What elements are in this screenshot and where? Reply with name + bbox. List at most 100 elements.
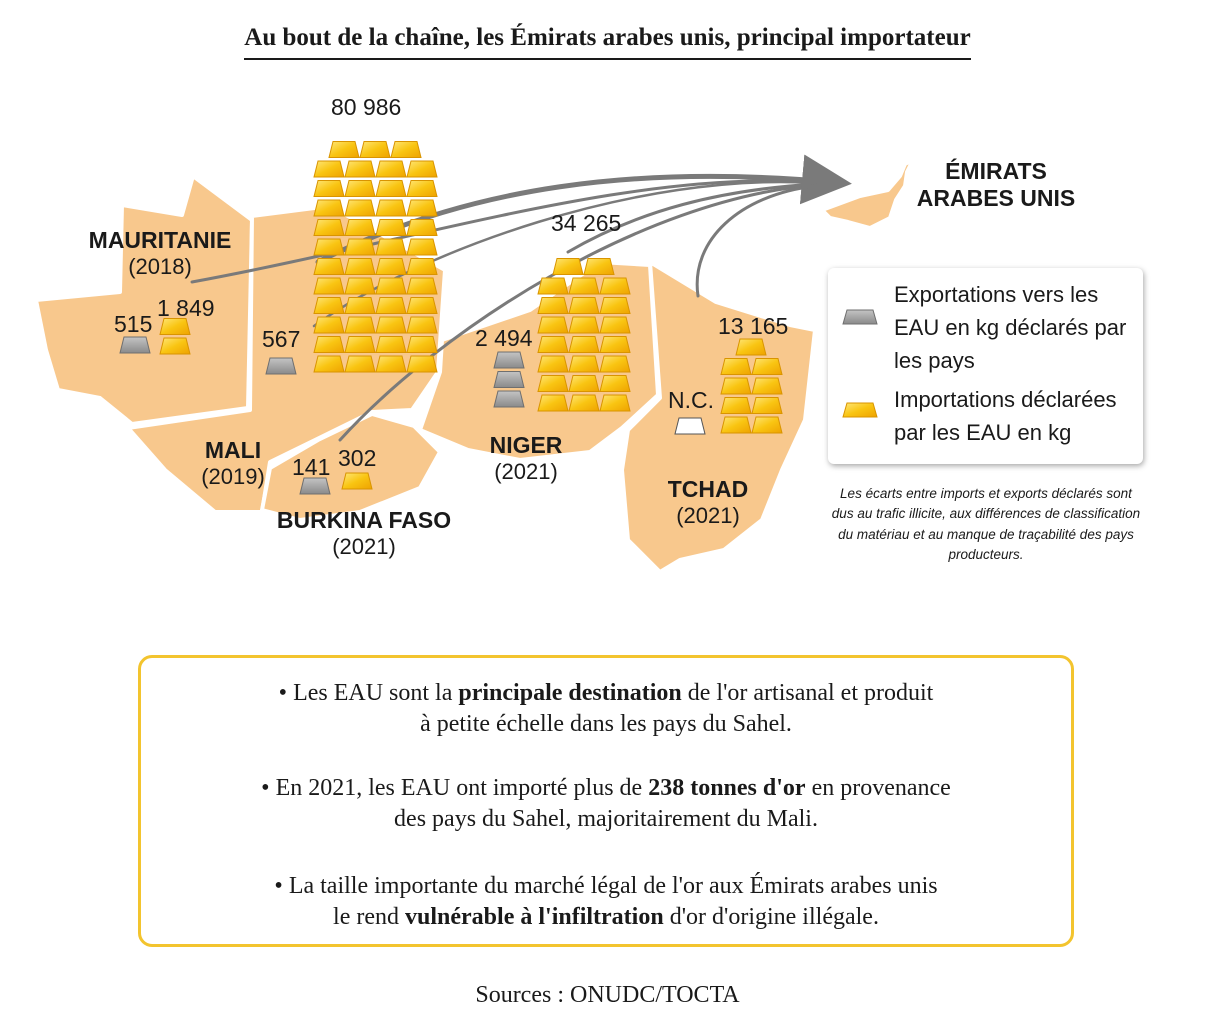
gold-bar-mali — [375, 316, 407, 334]
gold-bar-mali — [313, 238, 345, 256]
gold-bar-tchad — [751, 358, 783, 375]
gold-bar-mali — [375, 180, 407, 197]
gold-bar-mali — [313, 316, 345, 334]
gold-bar-niger — [568, 375, 600, 392]
gold-bar-niger — [599, 297, 631, 314]
fact-2-highlight: 238 tonnes d'or — [648, 775, 806, 801]
gold-bar-mali — [375, 297, 407, 314]
value-imports-burkina: 302 — [338, 445, 377, 471]
gold-bar-mali — [375, 258, 407, 275]
flow-arrow-niger — [566, 182, 817, 254]
gold-bar-mali — [406, 355, 438, 373]
gold-bar-niger — [552, 258, 584, 275]
destination-name-line2: ARABES UNIS — [916, 185, 1076, 212]
legend-exports-label: Exportations vers les EAU en kg déclarés… — [894, 282, 1127, 373]
gold-bar-niger — [599, 394, 631, 412]
country-name-mauritanie: MAURITANIE — [88, 227, 232, 253]
gold-bar-mali — [375, 238, 407, 256]
gold-bar-mali — [313, 160, 345, 178]
gold-bar-mali — [375, 336, 407, 353]
gold-bar-mali — [344, 219, 376, 236]
fact-2-line2: des pays du Sahel, majoritairement du Ma… — [394, 806, 818, 833]
gold-bar-niger — [568, 336, 600, 353]
empty-bar-tchad — [674, 417, 706, 435]
silver-bar-niger — [493, 351, 525, 369]
sources: Sources : ONUDC/TOCTA — [475, 982, 740, 1008]
gold-bar-mali — [313, 336, 345, 353]
label-destination: ÉMIRATS ARABES UNIS — [905, 158, 1087, 212]
gold-bar-mali — [375, 355, 407, 373]
gold-bar-mali — [344, 258, 376, 275]
fact-3-line2-start: le rend — [333, 904, 406, 931]
label-mauritanie: MAURITANIE (2018) — [78, 227, 242, 280]
fact-1-highlight: principale destination — [458, 680, 682, 706]
value-imports-niger: 34 265 — [551, 210, 622, 236]
country-name-mali: MALI — [204, 437, 262, 463]
gold-bar-niger — [599, 277, 631, 295]
year-burkina: (2021) — [332, 534, 396, 560]
fact-1-text-end: de l'or artisanal et produit — [681, 680, 934, 706]
gold-bar-mali — [375, 219, 407, 236]
gold-bar-mali — [406, 336, 438, 353]
gold-bar-mali — [313, 199, 345, 217]
gold-bar-mali — [406, 297, 438, 314]
mauritania-shape — [34, 174, 254, 426]
flow-arrow-burkina — [338, 183, 817, 442]
gold-bar-mali — [406, 258, 438, 275]
destination-name-line1: ÉMIRATS — [945, 158, 1047, 184]
gold-bar-mali — [375, 199, 407, 217]
value-imports-mali: 80 986 — [331, 94, 402, 120]
gold-bar-mali — [375, 160, 407, 178]
year-mauritanie: (2018) — [128, 254, 192, 280]
gold-bar-tchad — [720, 416, 752, 434]
gold-bar-niger — [599, 375, 631, 392]
gold-bar-mali — [344, 199, 376, 217]
gold-bar-mali — [313, 297, 345, 314]
chart-title: Au bout de la chaîne, les Émirats arabes… — [0, 24, 1215, 60]
gold-bar-niger — [568, 297, 600, 314]
value-exports-mali: 567 — [262, 326, 301, 352]
legend: Exportations vers les EAU en kg déclarés… — [828, 268, 1143, 464]
gold-bar-mali — [344, 316, 376, 334]
footnote: Les écarts entre imports et exports décl… — [831, 486, 1141, 562]
gold-bar-mali — [406, 160, 438, 178]
legend-exports: Exportations vers les EAU en kg déclarés… — [842, 278, 1134, 377]
gold-bar-niger — [537, 277, 569, 295]
gold-bar-niger — [568, 277, 600, 295]
fact-3-text: • La taille importante du marché légal d… — [274, 873, 938, 899]
gold-bar-niger — [537, 336, 569, 353]
gold-bar-niger — [583, 258, 615, 275]
key-facts-box: • Les EAU sont la principale destination… — [138, 655, 1074, 947]
silver-bar-burkina — [299, 477, 331, 495]
gold-bar-niger — [599, 336, 631, 353]
gold-bar-mali — [406, 277, 438, 295]
gold-bar-tchad — [751, 397, 783, 414]
value-imports-tchad: 13 165 — [718, 313, 789, 339]
gold-bar-niger — [599, 355, 631, 373]
value-exports-niger: 2 494 — [475, 325, 533, 351]
gold-bar-niger — [537, 375, 569, 392]
gold-bar-mali — [344, 297, 376, 314]
gold-bar-mali — [328, 141, 360, 158]
gold-bar-mali — [313, 258, 345, 275]
value-exports-burkina: 141 — [292, 454, 331, 480]
country-name-burkina: BURKINA FASO — [276, 507, 452, 533]
gold-bar-tchad — [720, 358, 752, 375]
gold-bar-mali — [344, 160, 376, 178]
fact-3-highlight: vulnérable à l'infiltration — [405, 904, 664, 931]
fact-2-text-end: en provenance — [805, 775, 951, 801]
fact-2-text: • En 2021, les EAU ont importé plus de — [261, 775, 649, 801]
gold-bar-tchad — [751, 377, 783, 395]
gold-bar-icon — [842, 402, 878, 418]
silver-bar-niger — [493, 371, 525, 388]
year-mali: (2019) — [201, 464, 265, 490]
gold-bar-niger — [537, 394, 569, 412]
fact-3: • La taille importante du marché légal d… — [141, 871, 1071, 933]
gold-bar-niger — [599, 316, 631, 334]
silver-bar-niger — [493, 390, 525, 408]
gold-bar-mali — [344, 336, 376, 353]
value-imports-mauritanie: 1 849 — [157, 295, 215, 321]
silver-bar-mauritanie — [119, 336, 151, 354]
gold-bar-niger — [568, 316, 600, 334]
fact-1-line2: à petite échelle dans les pays du Sahel. — [420, 711, 792, 738]
